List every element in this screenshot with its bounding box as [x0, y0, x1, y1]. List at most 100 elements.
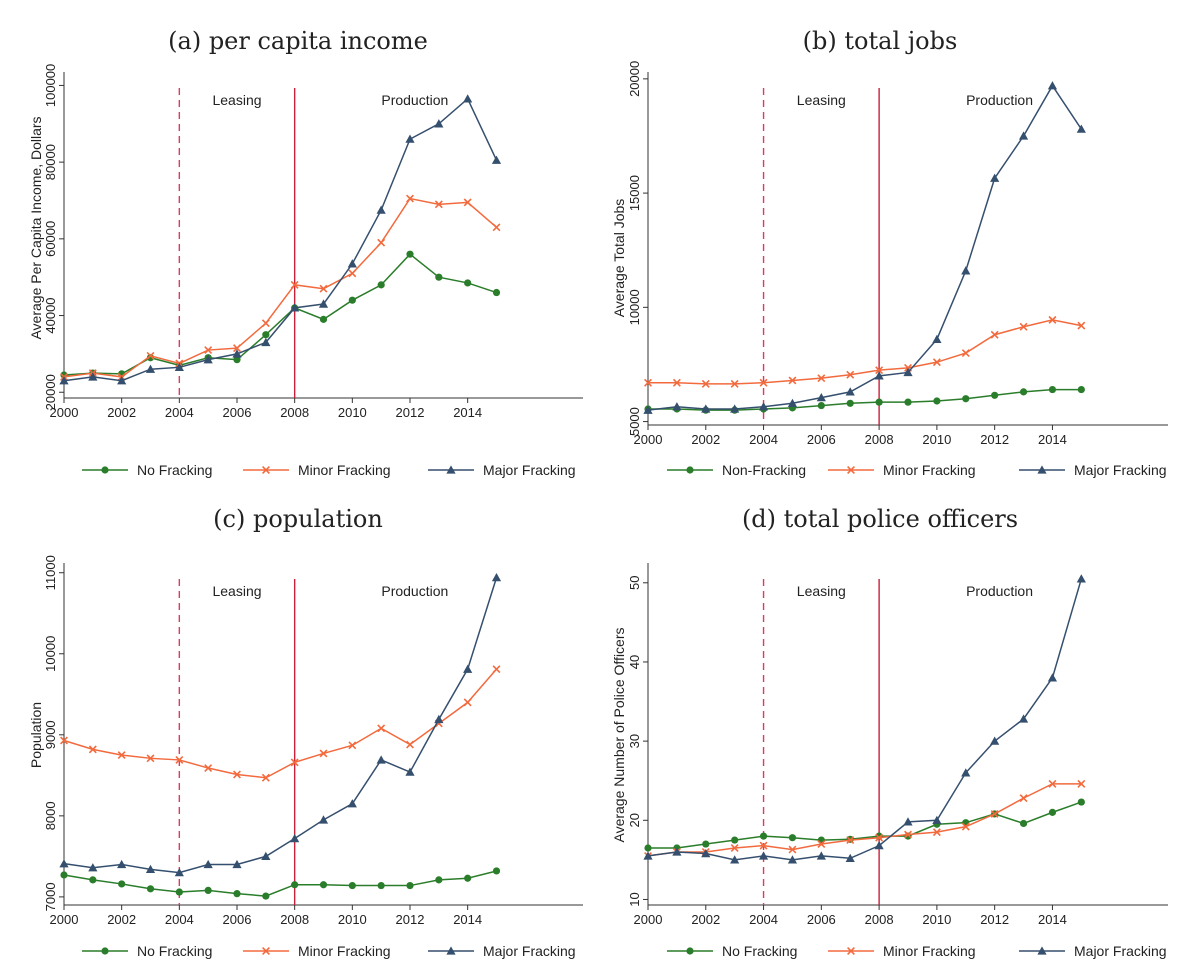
legend-marker [262, 466, 270, 474]
legend-item: No Fracking [82, 943, 212, 959]
chart-police-officers: (d) total police officers Average Number… [611, 505, 1168, 959]
x-tick-label: 2012 [396, 912, 425, 927]
data-point [232, 349, 242, 358]
data-point [347, 259, 357, 268]
legend-item: Major Fracking [428, 462, 576, 478]
data-point [348, 296, 356, 304]
x-tick-label: 2010 [922, 912, 951, 927]
data-point [463, 698, 472, 707]
chart-title: (d) total police officers [742, 505, 1018, 533]
data-point [290, 303, 300, 312]
y-tick-label: 20000 [43, 374, 58, 410]
data-point [1019, 794, 1028, 803]
x-tick-label: 2002 [691, 912, 720, 927]
data-point [492, 867, 501, 875]
data-point [990, 809, 999, 818]
data-point [1018, 131, 1029, 140]
data-point [758, 851, 769, 860]
data-point [875, 366, 884, 375]
legend-marker [446, 465, 456, 474]
data-point [377, 238, 386, 247]
data-point [1048, 779, 1057, 788]
data-point [932, 358, 941, 367]
y-tick-label: 40000 [43, 297, 58, 333]
data-point [204, 346, 213, 355]
data-point [291, 881, 299, 889]
data-point [464, 874, 472, 882]
data-point [933, 397, 941, 405]
legend-item: Minor Fracking [243, 943, 391, 959]
data-point [1077, 779, 1086, 788]
y-axis-label: Average Number of Police Officers [611, 627, 627, 842]
data-point [88, 745, 97, 754]
data-point [376, 205, 386, 214]
legend-marker [686, 466, 694, 474]
plot-area: 2000 2002 2004 2006 2008 2010 2012 2014 20000 400… [43, 64, 583, 420]
series-line [63, 253, 497, 376]
legend-marker [1037, 465, 1047, 474]
data-point [88, 372, 98, 381]
data-point [145, 864, 156, 874]
data-point [874, 371, 884, 380]
data-point [319, 881, 328, 889]
data-point [643, 851, 653, 860]
data-point [788, 845, 797, 854]
legend-marker [847, 947, 855, 955]
legend: Non-Fracking Minor Fracking Major Fracking [667, 462, 1167, 478]
chart-population: (c) population Population 2000 2002 2004 20… [28, 505, 583, 959]
x-tick-label: 2010 [338, 405, 367, 420]
data-point [788, 834, 797, 842]
y-tick-label: 30 [627, 734, 642, 748]
plot-area: 2000 2002 2004 2006 2008 2010 2012 2014 5000 1000… [627, 61, 1168, 447]
x-tick-label: 2000 [634, 912, 663, 927]
data-point [1047, 81, 1058, 90]
y-tick-label: 20000 [627, 61, 642, 97]
data-point [377, 881, 385, 890]
data-point [262, 331, 270, 339]
data-point [816, 392, 826, 402]
legend-label: Non-Fracking [722, 462, 806, 478]
data-point [232, 859, 242, 869]
series-line [647, 84, 1082, 411]
data-point [175, 755, 184, 764]
data-point [174, 362, 184, 371]
data-point [405, 767, 415, 776]
legend-item: Minor Fracking [828, 943, 976, 959]
y-axis-label: Average Per Capita Income, Dollars [28, 116, 44, 339]
data-point [903, 817, 913, 826]
data-point [434, 200, 443, 209]
y-axis-label: Population [28, 702, 44, 768]
region-label: Leasing [797, 92, 846, 108]
x-tick-label: 2008 [280, 912, 309, 927]
legend: No Fracking Minor Fracking Major Fracking [82, 943, 576, 959]
data-point [145, 364, 156, 373]
data-point [817, 840, 826, 849]
data-point [463, 664, 473, 673]
legend-item: Minor Fracking [828, 462, 976, 478]
data-point [701, 404, 711, 413]
y-tick-label: 20 [627, 813, 642, 827]
data-point [1047, 673, 1058, 682]
legend-label: Minor Fracking [298, 462, 391, 478]
data-point [406, 881, 414, 890]
legend: No Fracking Minor Fracking Major Fracking [82, 462, 576, 478]
legend-item: Non-Fracking [667, 462, 806, 478]
x-tick-label: 2008 [280, 405, 309, 420]
data-point [961, 822, 970, 831]
data-point [1048, 315, 1057, 324]
data-point [88, 863, 98, 872]
data-point [233, 890, 241, 898]
data-point [491, 155, 502, 164]
data-point [816, 851, 826, 860]
y-tick-label: 100000 [43, 64, 58, 107]
data-point [261, 319, 270, 328]
data-point [89, 876, 97, 884]
region-label: Leasing [212, 92, 261, 108]
data-point [233, 770, 241, 779]
data-point [846, 370, 855, 379]
data-point [874, 841, 884, 850]
data-point [730, 379, 739, 388]
region-label: Production [966, 583, 1033, 599]
x-tick-label: 2004 [749, 432, 778, 447]
data-point [846, 836, 855, 845]
